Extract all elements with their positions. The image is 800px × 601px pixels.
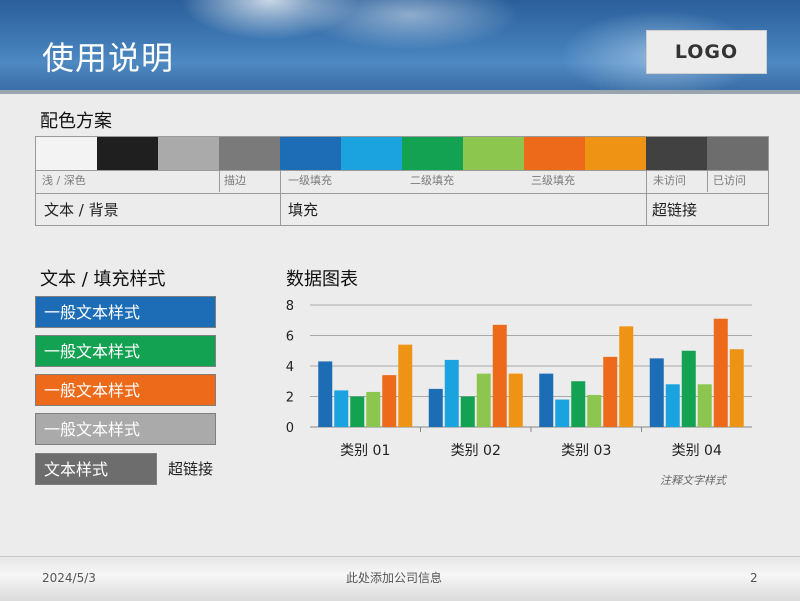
bar-chart: 0 2 4 6 8 类别 01 类别 02 类别 03 类别 04 [286,299,752,459]
swatch [280,137,341,170]
bar [713,318,728,427]
swatch-label: 三级填充 [531,174,575,187]
style-box-green: 一般文本样式 [35,335,216,367]
color-scheme-title: 配色方案 [40,111,112,132]
cloud-decoration [300,0,520,50]
swatch [463,137,524,170]
bar [508,373,523,427]
bar [350,396,365,427]
bar [460,396,475,427]
y-tick-label: 2 [286,391,294,406]
swatch [341,137,402,170]
page-title: 使用说明 [42,39,175,77]
y-tick-label: 6 [286,330,294,345]
swatch [402,137,463,170]
bar [571,381,586,427]
bar [318,361,333,427]
bar [649,358,664,427]
bar [334,390,349,427]
x-tick-label: 类别 01 [340,443,390,459]
bar [366,391,381,427]
swatch [707,137,768,170]
style-box-orange: 一般文本样式 [35,374,216,406]
swatch [97,137,158,170]
divider [707,170,708,192]
text-styles-title: 文本 / 填充样式 [40,269,166,290]
scheme-group-label: 文本 / 背景 [44,201,119,219]
bar [444,359,459,427]
logo-placeholder: LOGO [646,30,767,74]
divider [219,170,220,192]
footer-date: 2024/5/3 [42,571,96,585]
swatch-label: 未访问 [653,174,686,187]
y-tick-label: 4 [286,360,294,375]
footer-bar [0,556,800,601]
chart-note: 注释文字样式 [660,474,726,487]
swatch-label: 描边 [224,174,246,187]
swatch [646,137,707,170]
color-scheme-table: 浅 / 深色 描边 一级填充 二级填充 三级填充 未访问 已访问 文本 / 背景… [35,136,769,226]
swatch-label: 二级填充 [410,174,454,187]
bar [587,394,602,427]
bar [681,350,696,427]
swatch-label: 已访问 [713,174,746,187]
bar [665,384,680,427]
swatch [585,137,646,170]
scheme-group-label: 填充 [288,201,319,219]
footer-page-number: 2 [750,571,758,585]
bar [539,373,554,427]
swatch [524,137,585,170]
style-box-dark: 文本样式 [35,453,157,485]
bar [555,399,570,427]
x-tick-label: 类别 02 [451,443,501,459]
footer-company: 此处添加公司信息 [346,571,443,585]
bar [382,375,397,427]
bar [492,324,507,427]
bar [428,388,443,427]
swatch-label: 浅 / 深色 [42,174,86,187]
x-tick-label: 类别 03 [561,443,611,459]
bar [619,326,634,427]
bar [398,344,413,427]
swatch-label-row: 浅 / 深色 描边 一级填充 二级填充 三级填充 未访问 已访问 [36,170,768,194]
y-tick-label: 8 [286,299,294,314]
divider [280,170,281,225]
x-tick-label: 类别 04 [672,443,722,459]
bar [603,356,618,427]
divider [646,170,647,225]
swatch [219,137,280,170]
swatch-label: 一级填充 [288,174,332,187]
scheme-group-label: 超链接 [652,201,698,219]
header-banner: 使用说明 LOGO [0,0,800,90]
bar [697,384,712,427]
y-tick-label: 0 [286,421,294,436]
style-box-gray: 一般文本样式 [35,413,216,445]
bar [476,373,491,427]
header-divider [0,90,800,94]
bar [729,349,744,427]
chart-title: 数据图表 [286,269,358,290]
style-box-blue: 一般文本样式 [35,296,216,328]
swatch [36,137,97,170]
hyperlink-sample[interactable]: 超链接 [168,460,214,478]
swatch [158,137,219,170]
